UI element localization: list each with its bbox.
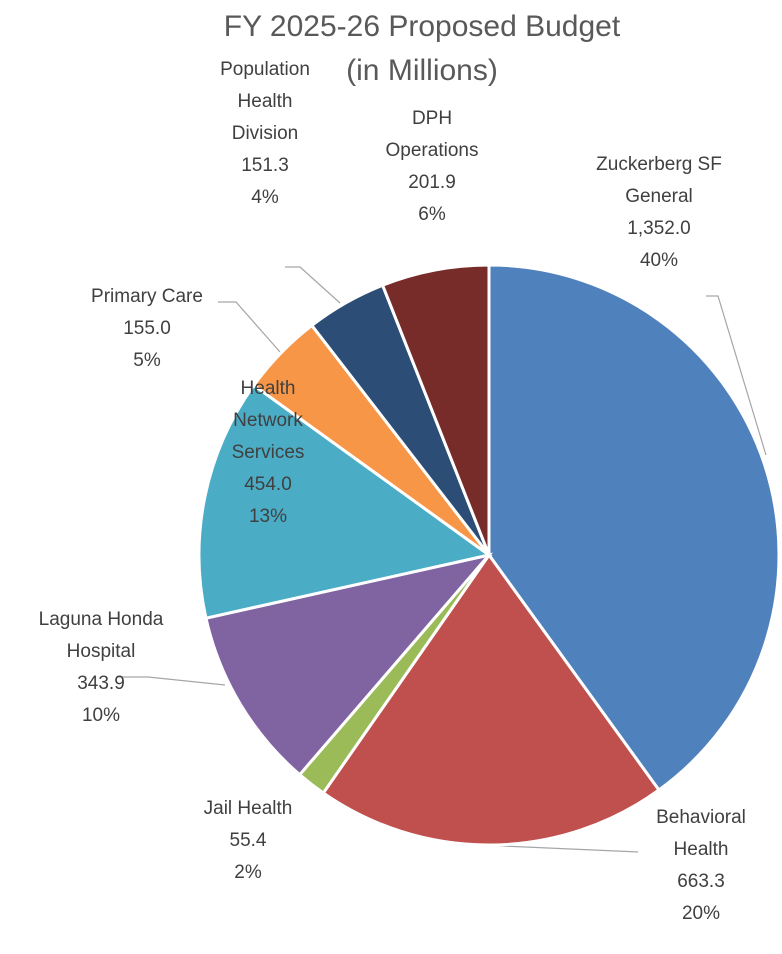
leader-line-1 bbox=[479, 844, 639, 853]
pie-slice-3 bbox=[204, 552, 494, 777]
slice-label-5: Primary Care 155.0 5% bbox=[91, 286, 203, 371]
slice-labels: Zuckerberg SF General 1,352.0 40% Behavioral… bbox=[39, 59, 746, 924]
pie-slices bbox=[197, 263, 781, 847]
slice-label-3: Laguna Honda Hospital 343.9 10% bbox=[39, 609, 164, 726]
chart-title: FY 2025-26 Proposed Budget bbox=[224, 10, 621, 43]
chart-subtitle: (in Millions) bbox=[346, 54, 498, 87]
pie-slice-0 bbox=[487, 263, 781, 793]
leader-line-5 bbox=[218, 301, 281, 353]
slice-label-2: Jail Health 55.4 2% bbox=[204, 798, 293, 883]
slice-label-1: Behavioral Health 663.3 20% bbox=[656, 807, 746, 924]
pie-slice-7 bbox=[380, 263, 491, 556]
slice-label-0: Zuckerberg SF General 1,352.0 40% bbox=[596, 154, 722, 271]
slice-label-4: Health Network Services 454.0 13% bbox=[232, 378, 305, 527]
leader-lines bbox=[118, 266, 767, 853]
leader-line-3 bbox=[118, 676, 226, 686]
leader-line-6 bbox=[285, 266, 341, 304]
pie-slice-4 bbox=[197, 383, 493, 620]
slice-label-7: DPH Operations 201.9 6% bbox=[386, 108, 479, 225]
pie-slice-1 bbox=[321, 552, 661, 847]
leader-line-0 bbox=[706, 295, 767, 456]
slice-label-6: Population Health Division 151.3 4% bbox=[220, 59, 310, 208]
